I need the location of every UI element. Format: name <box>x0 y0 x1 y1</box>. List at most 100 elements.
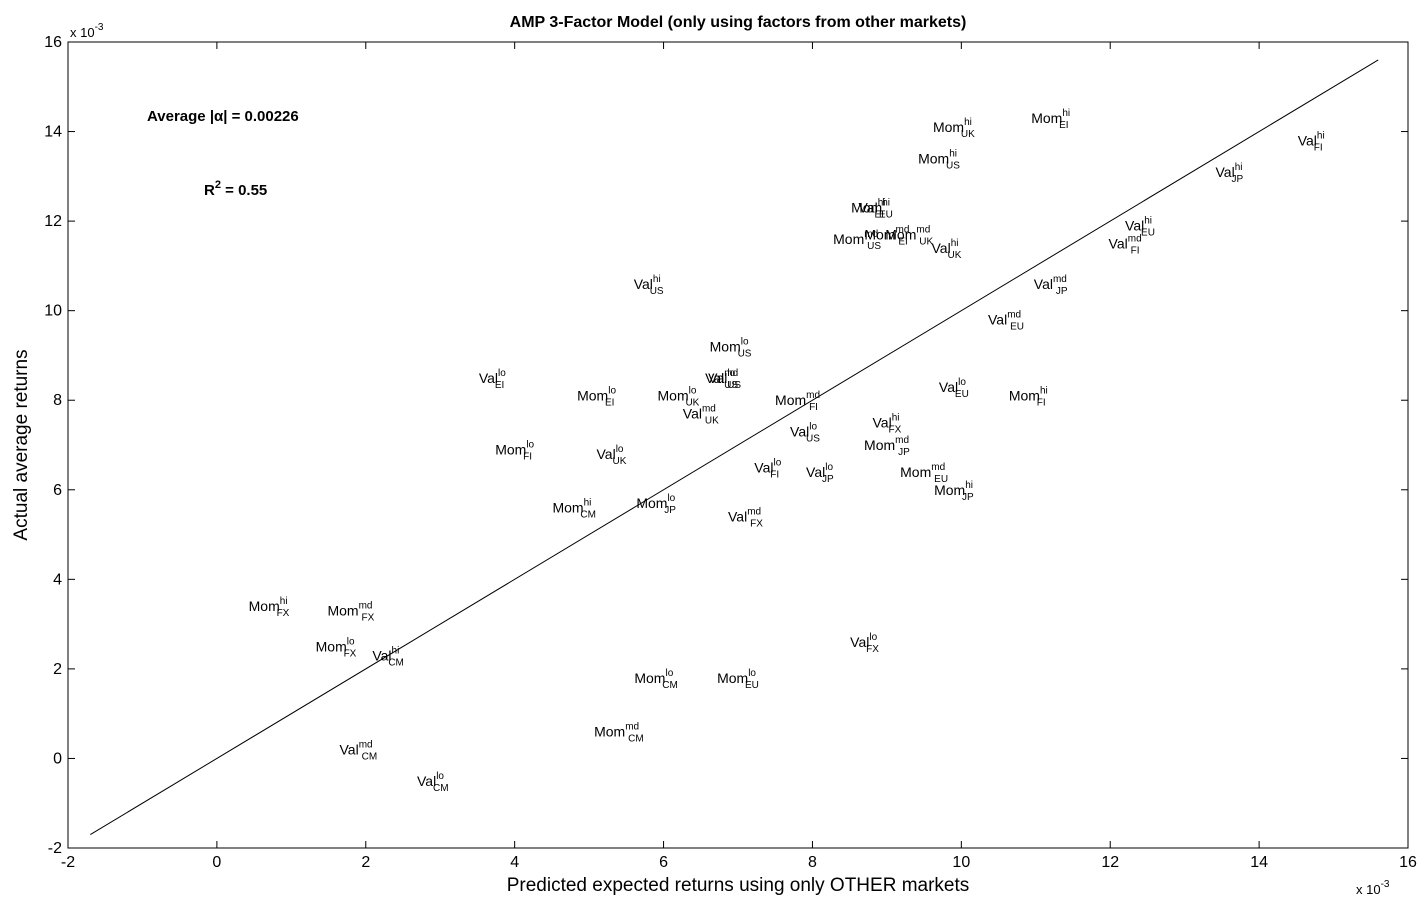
point-superscript: md <box>916 225 930 236</box>
point-subscript: FI <box>1314 143 1323 154</box>
point-superscript: lo <box>809 422 817 433</box>
point-base: Mom <box>1009 388 1040 404</box>
plot-area-frame <box>67 41 1409 849</box>
y-scale-label: x 10-3 <box>70 22 104 40</box>
point-label: Mommd EU <box>900 462 948 485</box>
point-label: Vallo FI <box>754 457 781 480</box>
point-label: Momhi US <box>918 148 960 171</box>
point-subscript: EU <box>879 210 893 221</box>
point-subscript: CM <box>628 734 644 745</box>
point-base: Val <box>859 200 878 216</box>
point-superscript: hi <box>949 148 957 159</box>
point-subscript: UK <box>685 398 699 409</box>
point-base: Val <box>372 647 391 663</box>
x-tick-label: 0 <box>212 854 221 871</box>
point-label: Vallo US <box>708 368 738 391</box>
point-label: Valmd US <box>705 368 741 391</box>
point-label: Momhi JP <box>934 480 974 503</box>
point-superscript: hi <box>965 480 973 491</box>
point-superscript: md <box>625 722 639 733</box>
point-superscript: md <box>895 225 909 236</box>
point-label: Valmd FI <box>1109 234 1142 257</box>
r2-value: = 0.55 <box>221 182 267 199</box>
point-superscript: lo <box>741 336 749 347</box>
point-superscript: hi <box>1144 216 1152 227</box>
point-subscript: EU <box>1141 228 1155 239</box>
svg-text:x 10-3: x 10-3 <box>70 22 104 40</box>
point-subscript: US <box>867 241 881 252</box>
point-label: Momlo CM <box>634 668 677 691</box>
point-label: Vallo UK <box>596 444 626 467</box>
point-base: Mom <box>636 495 667 511</box>
point-label: Momhi EU <box>851 198 893 221</box>
x-tick-label: 8 <box>808 854 817 871</box>
point-base: Val <box>728 509 747 525</box>
point-base: Mom <box>594 724 625 740</box>
y-tick-label: 12 <box>44 213 62 230</box>
average-alpha-annotation: Average |α| = 0.00226 <box>147 108 299 125</box>
point-base: Val <box>850 634 869 650</box>
point-subscript: EI <box>875 210 884 221</box>
point-subscript: JP <box>664 505 676 516</box>
point-label: Valhi EU <box>1125 216 1155 239</box>
point-label: Momlo JP <box>636 493 676 516</box>
x-scale-label: x 10-3 <box>1356 879 1390 897</box>
point-subscript: EU <box>1010 322 1024 333</box>
point-base: Val <box>1298 133 1317 149</box>
point-subscript: CM <box>580 510 596 521</box>
point-superscript: hi <box>878 198 886 209</box>
point-superscript: hi <box>392 645 400 656</box>
x-axis-title: Predicted expected returns using only OT… <box>507 875 970 896</box>
point-superscript: lo <box>958 377 966 388</box>
y-tick-label: 4 <box>53 571 62 588</box>
point-label: Mommd UK <box>885 225 933 248</box>
point-label: Mommd US <box>833 229 881 252</box>
point-base: Mom <box>934 482 965 498</box>
point-superscript: hi <box>280 596 288 607</box>
point-subscript: US <box>806 434 820 445</box>
point-label: Momhi FI <box>1009 386 1048 409</box>
point-subscript: JP <box>822 474 834 485</box>
point-base: Mom <box>634 670 665 686</box>
y-tick-label: 8 <box>53 392 62 409</box>
point-subscript: FI <box>809 402 818 413</box>
point-subscript: EI <box>1059 120 1068 131</box>
y-tick-label: 6 <box>53 482 62 499</box>
y-tick-label: 14 <box>44 124 62 141</box>
point-base: Mom <box>918 150 949 166</box>
point-label: Vallo CM <box>417 771 449 794</box>
point-superscript: md <box>864 229 878 240</box>
point-base: Mom <box>851 200 882 216</box>
point-base: Mom <box>552 500 583 516</box>
point-base: Val <box>988 312 1007 328</box>
point-base: Val <box>939 379 958 395</box>
point-subscript: FI <box>1037 398 1046 409</box>
point-superscript: lo <box>665 668 673 679</box>
point-label: Momlo UK <box>658 386 700 409</box>
point-subscript: FX <box>888 425 901 436</box>
fit-line <box>90 59 1379 835</box>
point-base: Val <box>1034 276 1053 292</box>
point-base: Val <box>634 276 653 292</box>
point-superscript: lo <box>727 368 735 379</box>
point-subscript: CM <box>433 783 449 794</box>
point-base: Mom <box>249 598 280 614</box>
point-label: Valhi US <box>634 274 664 297</box>
point-superscript: lo <box>869 632 877 643</box>
x-tick-label: 16 <box>1399 854 1417 871</box>
point-label: Momlo FI <box>495 439 534 462</box>
point-label: Momhi CM <box>552 498 595 521</box>
point-base: Val <box>806 464 825 480</box>
point-subscript: FI <box>770 469 779 480</box>
point-label: Mommd CM <box>594 722 644 745</box>
point-superscript: lo <box>667 493 675 504</box>
point-subscript: FX <box>362 613 375 624</box>
point-subscript: EI <box>605 398 614 409</box>
point-label: Momlo US <box>710 336 752 359</box>
point-base: Val <box>1109 236 1128 252</box>
point-subscript: UK <box>919 237 933 248</box>
point-label: Valmd EU <box>988 310 1024 333</box>
r2-exponent: 2 <box>215 179 221 191</box>
point-base: Val <box>931 240 950 256</box>
